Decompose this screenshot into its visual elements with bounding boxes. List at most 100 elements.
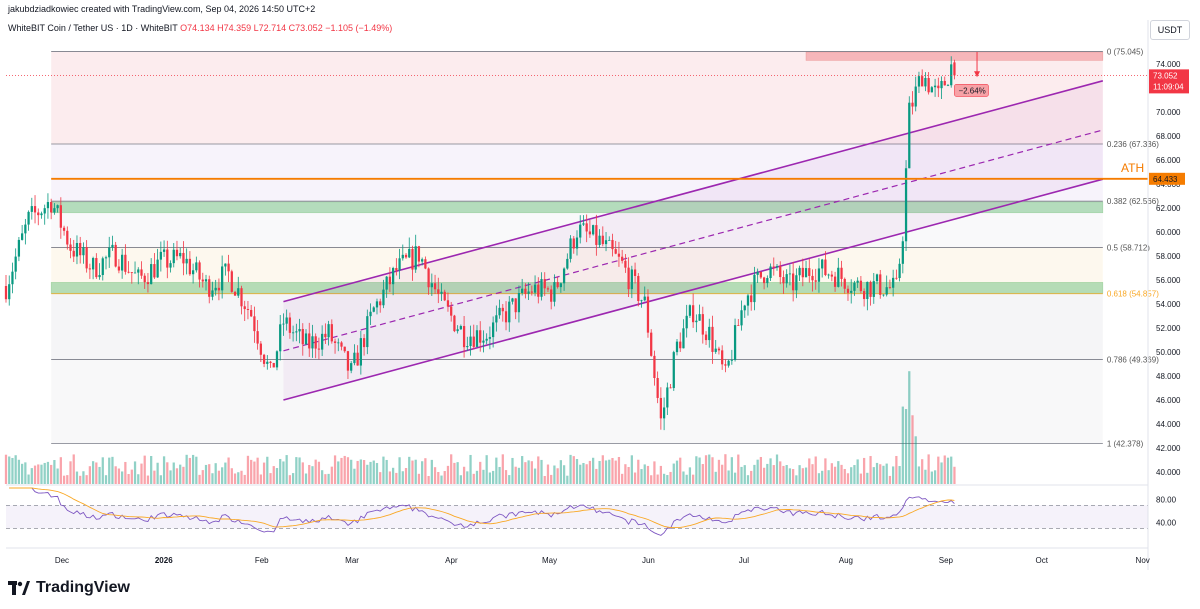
volume-bar	[772, 465, 775, 484]
candle-body	[659, 397, 663, 419]
ath-price-tag-label: 64.433	[1153, 175, 1178, 184]
volume-bar	[79, 475, 82, 484]
volume-bar	[669, 471, 672, 484]
volume-bar	[117, 468, 121, 484]
volume-bar	[917, 466, 921, 484]
volume-bar	[798, 465, 801, 484]
volume-bar	[937, 456, 940, 484]
volume-bar	[159, 475, 162, 484]
candle-body	[550, 289, 553, 302]
candle-body	[243, 306, 246, 310]
currency-selector[interactable]: USDT	[1150, 20, 1190, 40]
volume-bar	[740, 466, 743, 484]
time-axis-tick: Mar	[345, 556, 359, 565]
volume-bar	[150, 456, 153, 484]
volume-bar	[698, 457, 701, 484]
candle-body	[430, 283, 433, 288]
volume-bar	[611, 458, 614, 484]
candle-body	[801, 267, 804, 278]
candle-body	[159, 251, 162, 260]
candle-body	[759, 271, 763, 278]
candle-body	[369, 311, 372, 317]
candle-body	[933, 85, 937, 88]
volume-bar	[730, 457, 733, 484]
candle-body	[311, 336, 314, 349]
volume-bar	[814, 456, 817, 484]
price-axis-tick: 54.000	[1156, 300, 1181, 309]
volume-bar	[85, 475, 88, 484]
volume-bar	[411, 460, 414, 484]
candle-body	[11, 271, 14, 285]
price-axis-tick: 62.000	[1156, 204, 1181, 213]
candle-body	[617, 253, 621, 257]
candle-body	[353, 352, 356, 364]
candle-body	[708, 326, 711, 341]
candle-body	[785, 274, 788, 284]
candle-body	[127, 271, 130, 273]
candle-body	[908, 102, 911, 169]
candle-body	[888, 287, 892, 288]
resistance-zone	[805, 51, 1104, 61]
fib-band	[51, 293, 1103, 360]
volume-bar	[221, 467, 224, 484]
volume-bar	[27, 474, 30, 484]
candle-body	[466, 346, 469, 348]
candle-body	[679, 341, 682, 349]
volume-bar	[491, 470, 495, 484]
candle-body	[537, 284, 540, 297]
candle-body	[462, 326, 466, 348]
candle-body	[853, 282, 856, 291]
candle-body	[408, 248, 411, 258]
volume-bar	[895, 455, 898, 484]
fib-label: 0 (75.045)	[1107, 47, 1144, 56]
candle-body	[179, 252, 182, 257]
volume-bar	[695, 456, 698, 484]
ohlc-values: O74.134 H74.359 L72.714 C73.052 −1.105 (…	[180, 23, 393, 33]
volume-bar	[195, 456, 198, 484]
volume-bar	[727, 470, 730, 484]
candle-body	[946, 85, 950, 87]
volume-bar	[153, 470, 156, 484]
candle-body	[904, 168, 908, 242]
volume-bar	[827, 470, 830, 484]
candle-body	[914, 86, 917, 107]
volume-bar	[692, 474, 695, 484]
candle-body	[733, 325, 737, 360]
volume-bar	[546, 464, 550, 484]
volume-bar	[282, 461, 285, 484]
volume-bar	[466, 471, 469, 484]
volume-bar	[672, 463, 675, 484]
volume-bar	[537, 456, 540, 484]
projection-badge	[954, 84, 989, 97]
candle-body	[521, 288, 524, 294]
volume-bar	[637, 459, 640, 484]
volume-bar	[391, 467, 395, 484]
volume-bar	[762, 467, 766, 484]
ath-label: ATH	[1121, 161, 1144, 175]
candle-body	[685, 315, 688, 329]
volume-bar	[882, 465, 885, 484]
volume-bar	[495, 457, 498, 484]
volume-bar	[753, 464, 756, 484]
candle-body	[833, 276, 837, 287]
volume-bar	[950, 456, 953, 484]
candle-body	[504, 311, 508, 323]
volume-bar	[95, 462, 98, 484]
candle-body	[27, 211, 30, 225]
volume-bar	[98, 466, 101, 484]
volume-bar	[627, 467, 630, 484]
candle-body	[424, 259, 427, 269]
volume-bar	[201, 470, 204, 484]
volume-bar	[295, 457, 298, 484]
candle-body	[211, 290, 214, 297]
volume-bar	[211, 473, 214, 484]
volume-bar	[382, 456, 385, 484]
candle-body	[437, 289, 440, 294]
volume-bar	[543, 475, 546, 484]
candle-body	[508, 301, 511, 323]
volume-bar	[595, 468, 598, 484]
volume-bar	[562, 465, 566, 484]
support-zone	[50, 282, 1104, 294]
candle-body	[14, 256, 17, 272]
